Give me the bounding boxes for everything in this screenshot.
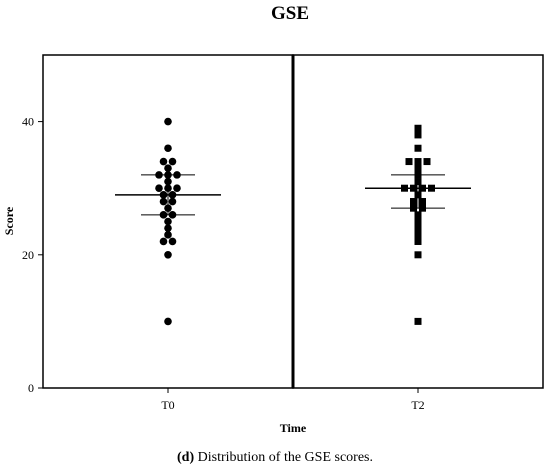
data-point-t0 — [164, 164, 172, 173]
x-tick-label: T0 — [161, 398, 174, 412]
plot-panels — [42, 54, 544, 389]
data-point-t0 — [168, 197, 177, 206]
data-point-t2 — [419, 198, 426, 206]
caption-letter: d — [181, 450, 190, 465]
data-point-t0 — [164, 117, 172, 126]
data-point-t2 — [423, 158, 431, 166]
data-point-t0 — [159, 157, 168, 166]
data-point-t2 — [410, 198, 417, 206]
caption-letter-close: ) — [189, 450, 195, 465]
data-point-t0 — [164, 224, 172, 232]
data-point-t2 — [414, 131, 422, 139]
data-point-t0 — [164, 231, 172, 239]
y-tick-label: 40 — [22, 115, 34, 129]
figure-caption: (d) Distribution of the GSE scores. — [0, 450, 550, 466]
data-point-t2 — [414, 124, 422, 132]
data-point-t0 — [164, 217, 172, 226]
data-point-t0 — [164, 251, 172, 259]
y-tick-label: 20 — [22, 248, 34, 262]
x-tick-label: T2 — [411, 398, 424, 412]
data-point-t2 — [414, 164, 422, 172]
data-point-t2 — [414, 251, 422, 259]
y-axis-label: Score — [2, 206, 16, 235]
data-point-t0 — [168, 237, 177, 246]
data-point-t2 — [414, 218, 422, 225]
data-point-t0 — [155, 184, 163, 192]
data-point-t2 — [414, 237, 422, 245]
y-tick-label: 0 — [28, 381, 34, 395]
data-point-t0 — [164, 317, 172, 326]
data-point-t0 — [168, 157, 177, 166]
data-point-t2 — [414, 317, 422, 325]
data-point-t2 — [414, 211, 422, 219]
data-point-t0 — [159, 237, 168, 246]
caption-letter-open: ( — [176, 450, 182, 465]
y-axis: 0 20 40 Score — [2, 55, 44, 395]
data-point-t0 — [173, 184, 181, 192]
data-point-t2 — [414, 144, 422, 152]
data-point-t2 — [405, 158, 413, 166]
data-point-t0 — [159, 197, 168, 206]
chart-title: GSE — [271, 3, 309, 24]
data-point-t2 — [414, 224, 422, 232]
caption-text: Distribution of the GSE scores. — [194, 450, 373, 465]
data-point-t2 — [414, 158, 422, 166]
data-point-t0 — [164, 144, 172, 153]
x-axis-label: Time — [280, 421, 307, 435]
data-point-t2 — [414, 231, 422, 239]
